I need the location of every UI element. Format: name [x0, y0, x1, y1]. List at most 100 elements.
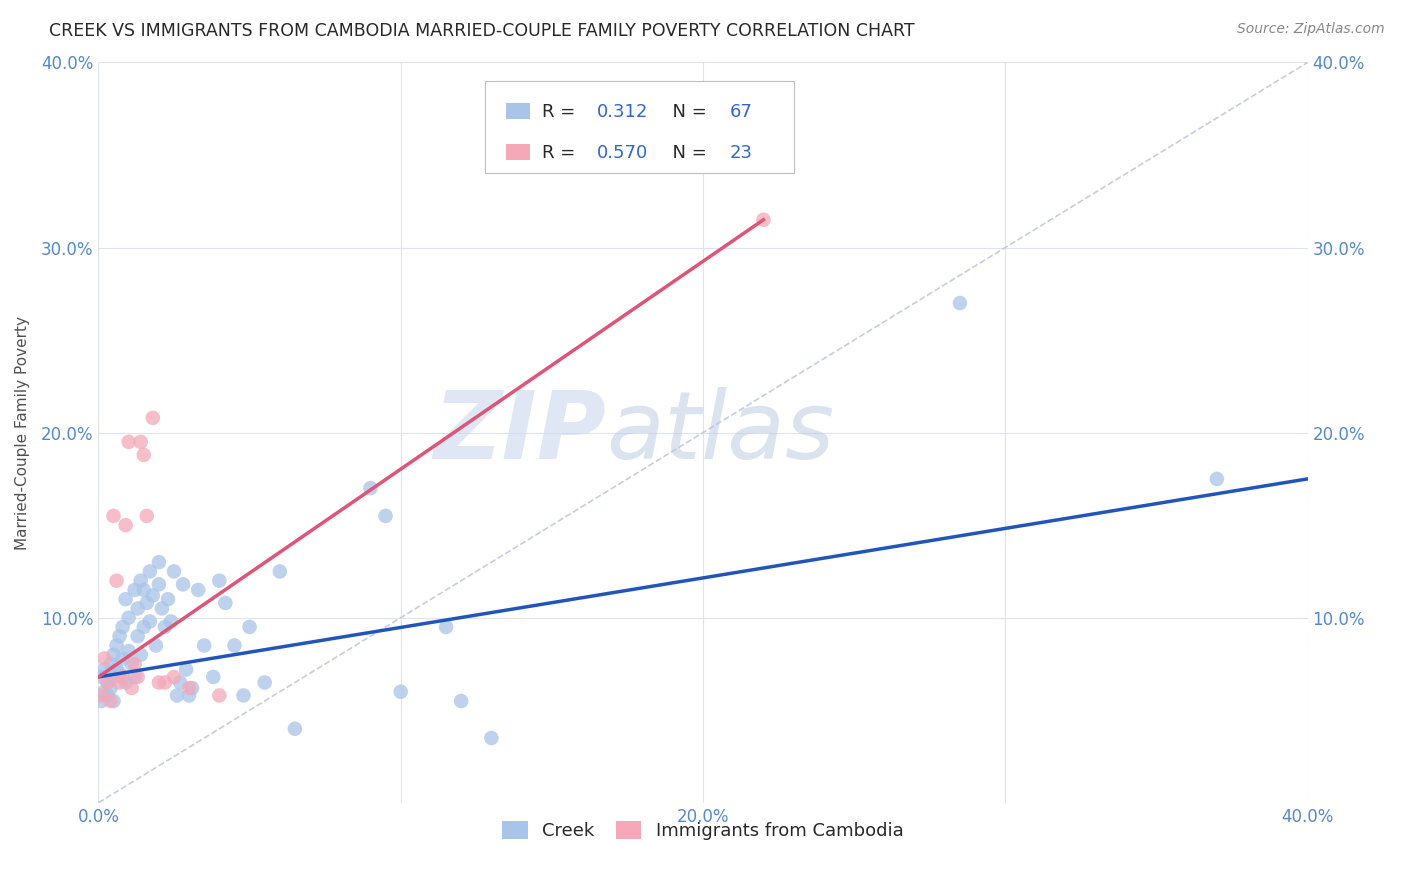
Point: [105, 663, 128, 677]
Point: [127, 601, 149, 615]
Text: 67: 67: [730, 103, 752, 121]
Text: 0.312: 0.312: [596, 103, 648, 121]
Point: [132, 620, 155, 634]
Point: [193, 639, 215, 653]
Point: [179, 689, 201, 703]
Point: [100, 681, 122, 695]
Point: [111, 670, 134, 684]
Point: [105, 639, 128, 653]
Point: [114, 592, 136, 607]
Point: [90, 670, 112, 684]
Point: [148, 577, 170, 591]
Point: [269, 565, 291, 579]
Point: [150, 601, 173, 615]
Point: [129, 648, 152, 662]
Point: [118, 644, 141, 658]
Point: [172, 577, 194, 591]
Point: [214, 596, 236, 610]
Point: [187, 582, 209, 597]
Point: [253, 675, 276, 690]
Point: [111, 651, 134, 665]
Point: [1206, 472, 1229, 486]
Point: [142, 410, 165, 425]
Point: [124, 582, 146, 597]
Point: [135, 596, 157, 610]
Point: [100, 694, 122, 708]
Point: [434, 620, 457, 634]
Point: [118, 610, 141, 624]
Text: 23: 23: [730, 144, 752, 161]
Point: [145, 639, 167, 653]
Text: 0.570: 0.570: [596, 144, 648, 161]
Point: [124, 657, 146, 671]
Point: [103, 694, 125, 708]
Point: [114, 518, 136, 533]
Point: [174, 663, 197, 677]
FancyBboxPatch shape: [506, 144, 530, 161]
Point: [163, 670, 186, 684]
Point: [108, 675, 131, 690]
Point: [148, 675, 170, 690]
Point: [139, 565, 162, 579]
Point: [103, 508, 125, 523]
Text: Source: ZipAtlas.com: Source: ZipAtlas.com: [1237, 22, 1385, 37]
Point: [142, 589, 165, 603]
Point: [360, 481, 382, 495]
Point: [208, 689, 231, 703]
Text: ZIP: ZIP: [433, 386, 606, 479]
Point: [90, 689, 112, 703]
Point: [284, 722, 307, 736]
Point: [108, 666, 131, 681]
Text: N =: N =: [661, 144, 713, 161]
Point: [127, 670, 149, 684]
Point: [139, 615, 162, 629]
Point: [132, 582, 155, 597]
Point: [93, 651, 115, 665]
Point: [100, 657, 122, 671]
Point: [132, 448, 155, 462]
Point: [129, 434, 152, 449]
Point: [103, 670, 125, 684]
Point: [202, 670, 225, 684]
Point: [121, 657, 143, 671]
Point: [90, 694, 112, 708]
Point: [181, 681, 204, 695]
Point: [96, 689, 118, 703]
Point: [163, 565, 186, 579]
Point: [114, 675, 136, 690]
Point: [389, 685, 412, 699]
Point: [450, 694, 472, 708]
Legend: Creek, Immigrants from Cambodia: Creek, Immigrants from Cambodia: [494, 812, 912, 849]
Point: [127, 629, 149, 643]
Point: [96, 675, 118, 690]
Text: CREEK VS IMMIGRANTS FROM CAMBODIA MARRIED-COUPLE FAMILY POVERTY CORRELATION CHAR: CREEK VS IMMIGRANTS FROM CAMBODIA MARRIE…: [49, 22, 915, 40]
Point: [118, 434, 141, 449]
Point: [208, 574, 231, 588]
Point: [156, 592, 179, 607]
Point: [105, 574, 128, 588]
Point: [111, 620, 134, 634]
Text: N =: N =: [661, 103, 713, 121]
Point: [224, 639, 246, 653]
Point: [481, 731, 503, 745]
Text: R =: R =: [543, 144, 581, 161]
Point: [108, 629, 131, 643]
Point: [752, 212, 775, 227]
Point: [103, 648, 125, 662]
Text: R =: R =: [543, 103, 581, 121]
Point: [148, 555, 170, 569]
Point: [124, 670, 146, 684]
Point: [93, 685, 115, 699]
Point: [135, 508, 157, 523]
Point: [169, 675, 191, 690]
Point: [96, 675, 118, 690]
Point: [153, 675, 176, 690]
Point: [239, 620, 262, 634]
Text: atlas: atlas: [606, 387, 835, 478]
Point: [153, 620, 176, 634]
Point: [121, 681, 143, 695]
Y-axis label: Married-Couple Family Poverty: Married-Couple Family Poverty: [15, 316, 30, 549]
Point: [374, 508, 396, 523]
FancyBboxPatch shape: [506, 103, 530, 120]
Point: [179, 681, 201, 695]
